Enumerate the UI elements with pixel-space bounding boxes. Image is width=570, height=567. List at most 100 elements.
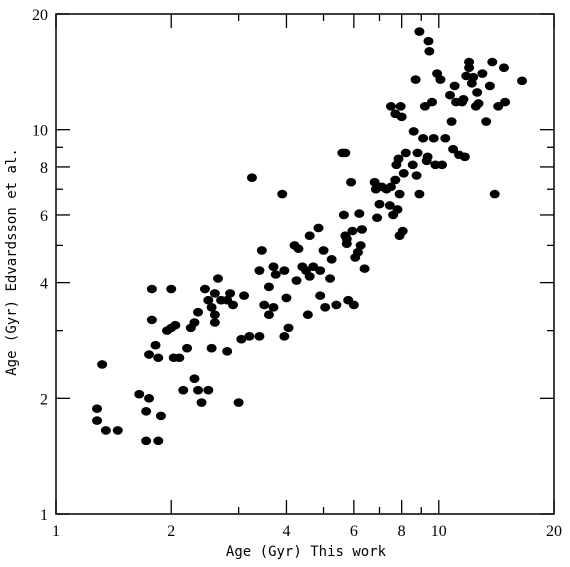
data-point — [400, 148, 411, 158]
y-axis-title: Age (Gyr) Edvardsson et al. — [4, 148, 20, 376]
data-point — [481, 117, 492, 126]
data-point — [182, 343, 193, 353]
data-point — [112, 426, 123, 435]
data-point — [437, 160, 448, 170]
data-point — [178, 385, 189, 395]
data-point — [440, 133, 451, 143]
data-point — [236, 334, 247, 344]
data-point — [397, 226, 408, 236]
data-point — [395, 102, 406, 111]
data-point — [92, 416, 103, 425]
data-point — [384, 201, 395, 210]
data-point — [414, 27, 425, 36]
data-point — [304, 231, 315, 240]
data-point — [268, 262, 279, 272]
data-point — [348, 300, 359, 310]
data-point — [517, 76, 528, 86]
axis-ticks — [55, 13, 555, 515]
data-point — [419, 102, 430, 111]
data-point — [489, 189, 500, 199]
data-point — [203, 385, 214, 395]
data-point — [281, 293, 292, 303]
data-point — [414, 189, 425, 199]
x-tick-label: 2 — [167, 523, 175, 540]
data-point — [408, 127, 419, 136]
data-point — [354, 209, 365, 218]
data-point — [325, 274, 336, 283]
data-point — [144, 350, 155, 359]
y-tick-label: 8 — [40, 160, 48, 177]
data-point — [291, 276, 302, 285]
data-point — [459, 152, 470, 162]
data-point — [227, 300, 238, 310]
data-point — [355, 241, 366, 250]
data-point — [473, 99, 484, 108]
data-point — [259, 300, 270, 310]
data-point — [254, 331, 265, 341]
data-point — [189, 374, 200, 383]
data-point — [340, 148, 351, 158]
data-point — [146, 315, 157, 325]
data-point — [141, 407, 152, 416]
data-point — [222, 347, 233, 356]
data-point — [315, 266, 326, 275]
data-point — [100, 426, 111, 435]
y-tick-label: 1 — [40, 507, 48, 524]
data-point — [446, 117, 457, 126]
data-point — [390, 175, 401, 185]
x-tick-label: 8 — [398, 523, 406, 540]
y-tick-label: 6 — [40, 208, 48, 225]
y-tick-label: 2 — [40, 391, 48, 408]
y-tick-label: 10 — [32, 123, 48, 140]
data-point — [472, 88, 483, 97]
data-point — [193, 385, 204, 395]
data-points — [92, 27, 528, 446]
data-point — [396, 112, 407, 122]
y-tick-label: 20 — [32, 7, 48, 24]
data-point — [92, 404, 103, 413]
data-point — [174, 353, 185, 363]
data-point — [279, 266, 290, 275]
x-tick-label: 10 — [431, 523, 447, 540]
data-point — [498, 63, 509, 72]
data-point — [254, 266, 265, 275]
data-point — [493, 102, 504, 111]
data-point — [448, 144, 459, 154]
data-point — [458, 94, 469, 104]
data-point — [141, 436, 152, 446]
data-point — [304, 272, 315, 281]
data-point — [270, 270, 281, 279]
data-point — [239, 291, 250, 300]
data-point — [341, 239, 352, 249]
data-point — [352, 247, 363, 257]
data-point — [418, 133, 429, 143]
x-tick-labels: 1 2 4 6 8 10 20 — [52, 523, 562, 540]
data-point — [412, 148, 423, 158]
data-point — [477, 69, 488, 78]
data-point — [225, 289, 236, 298]
data-point — [279, 331, 290, 341]
data-point — [464, 63, 475, 72]
x-axis-title: Age (Gyr) This work — [226, 544, 387, 560]
data-point — [385, 102, 396, 111]
data-point — [326, 254, 337, 264]
data-point — [426, 97, 437, 107]
data-point — [318, 246, 329, 255]
data-point — [435, 75, 446, 84]
data-point — [263, 310, 274, 320]
data-point — [445, 90, 456, 100]
data-point — [338, 210, 349, 220]
data-point — [166, 284, 177, 294]
data-point — [268, 303, 279, 312]
data-point — [199, 284, 210, 294]
data-point — [244, 331, 255, 341]
x-tick-label: 6 — [350, 523, 358, 540]
data-point — [97, 360, 108, 369]
data-point — [146, 284, 157, 294]
data-point — [233, 398, 244, 407]
data-point — [392, 205, 403, 214]
data-point — [203, 295, 214, 305]
y-tick-labels: 1 2 4 6 8 10 20 — [32, 7, 48, 524]
data-point — [393, 154, 404, 164]
